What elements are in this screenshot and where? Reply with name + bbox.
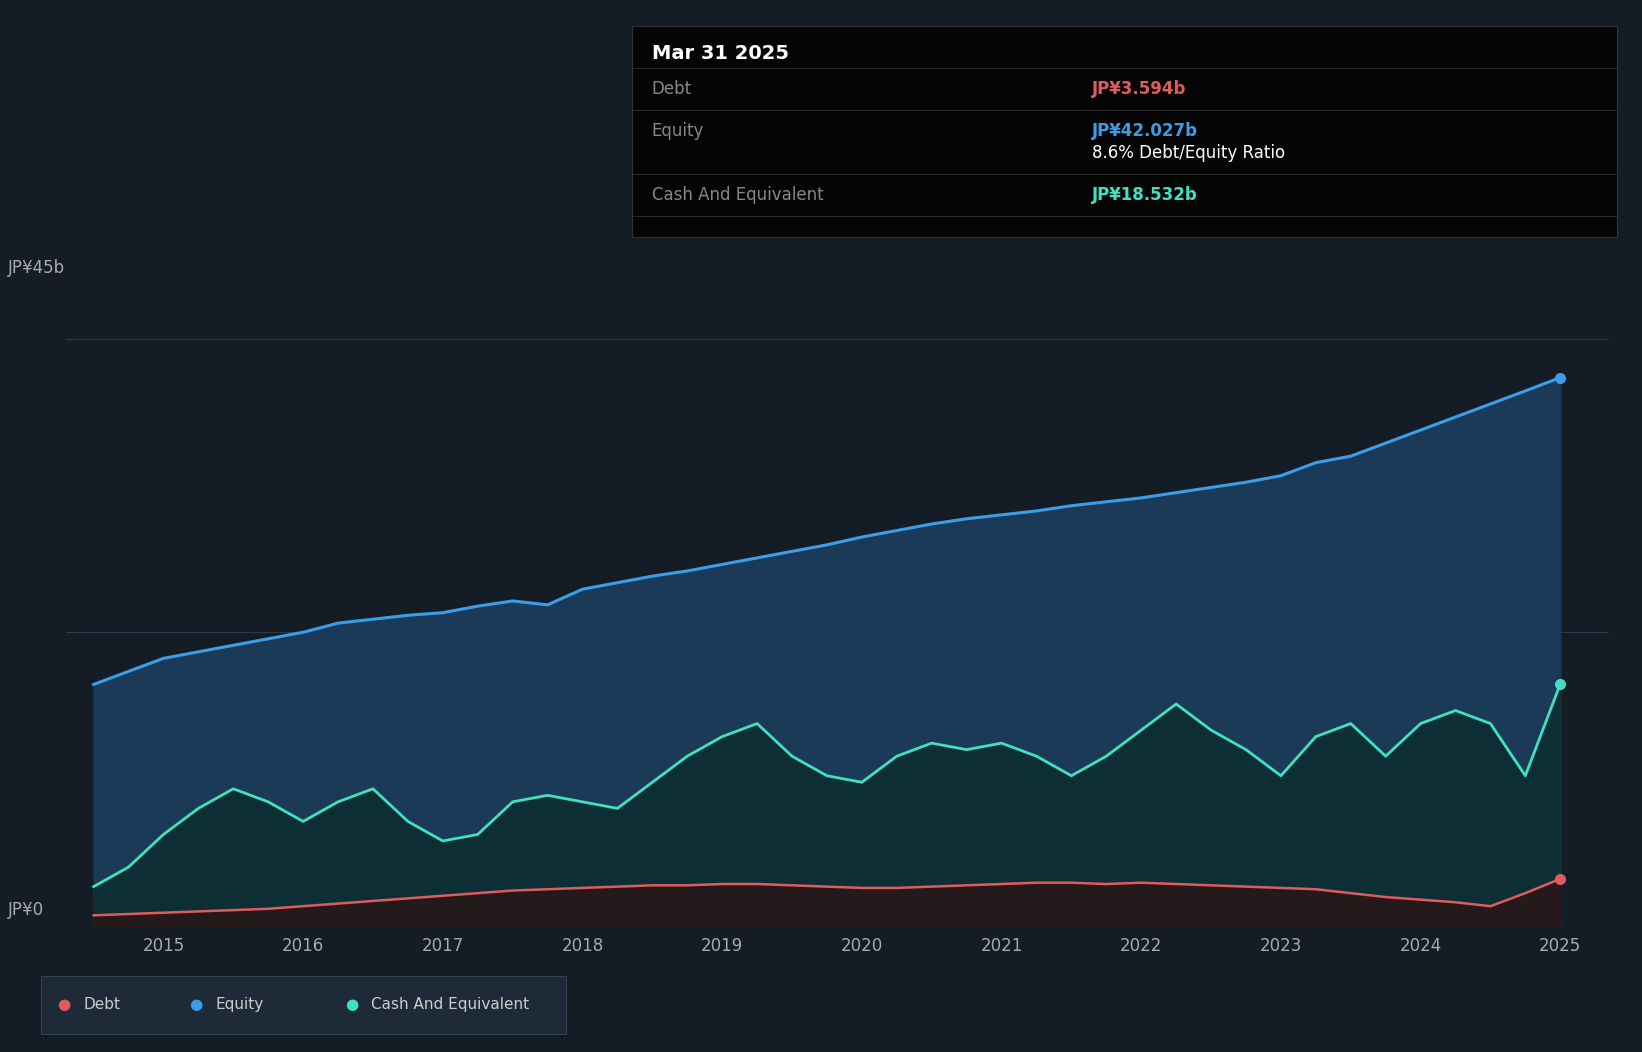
Text: Cash And Equivalent: Cash And Equivalent bbox=[371, 997, 529, 1012]
Text: Equity: Equity bbox=[215, 997, 263, 1012]
Text: Debt: Debt bbox=[84, 997, 122, 1012]
Text: ●: ● bbox=[345, 997, 358, 1012]
Text: 8.6% Debt/Equity Ratio: 8.6% Debt/Equity Ratio bbox=[1092, 143, 1286, 162]
Text: Mar 31 2025: Mar 31 2025 bbox=[652, 44, 788, 63]
Text: JP¥45b: JP¥45b bbox=[8, 259, 66, 278]
Text: Equity: Equity bbox=[652, 122, 704, 141]
Text: JP¥42.027b: JP¥42.027b bbox=[1092, 122, 1199, 141]
Text: JP¥18.532b: JP¥18.532b bbox=[1092, 185, 1197, 204]
Text: Cash And Equivalent: Cash And Equivalent bbox=[652, 185, 824, 204]
Text: ●: ● bbox=[189, 997, 202, 1012]
Text: JP¥3.594b: JP¥3.594b bbox=[1092, 80, 1186, 99]
Text: Debt: Debt bbox=[652, 80, 691, 99]
Text: JP¥0: JP¥0 bbox=[8, 901, 44, 919]
Text: ●: ● bbox=[57, 997, 71, 1012]
